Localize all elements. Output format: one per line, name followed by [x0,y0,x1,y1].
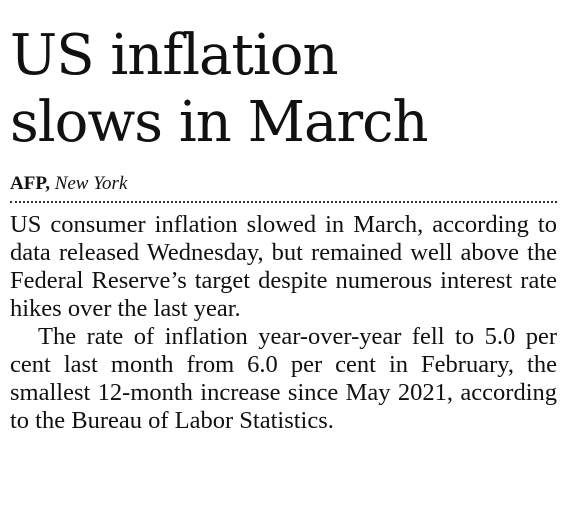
byline-location: New York [54,173,128,194]
headline-line-2: slows in March [10,90,429,155]
paragraph-2: The rate of inflation year-over-year fel… [10,323,557,434]
byline-agency: AFP, [10,173,50,194]
dotted-divider [10,201,557,203]
paragraph-1: US consumer inflation slowed in March, a… [10,211,557,322]
headline-line-1: US inflation [10,23,339,88]
article-body: US consumer inflation slowed in March, a… [10,211,557,435]
byline: AFP, New York [10,173,557,195]
news-article: US inflation slows in March AFP, New Yor… [10,0,557,435]
headline: US inflation slows in March [10,0,557,156]
